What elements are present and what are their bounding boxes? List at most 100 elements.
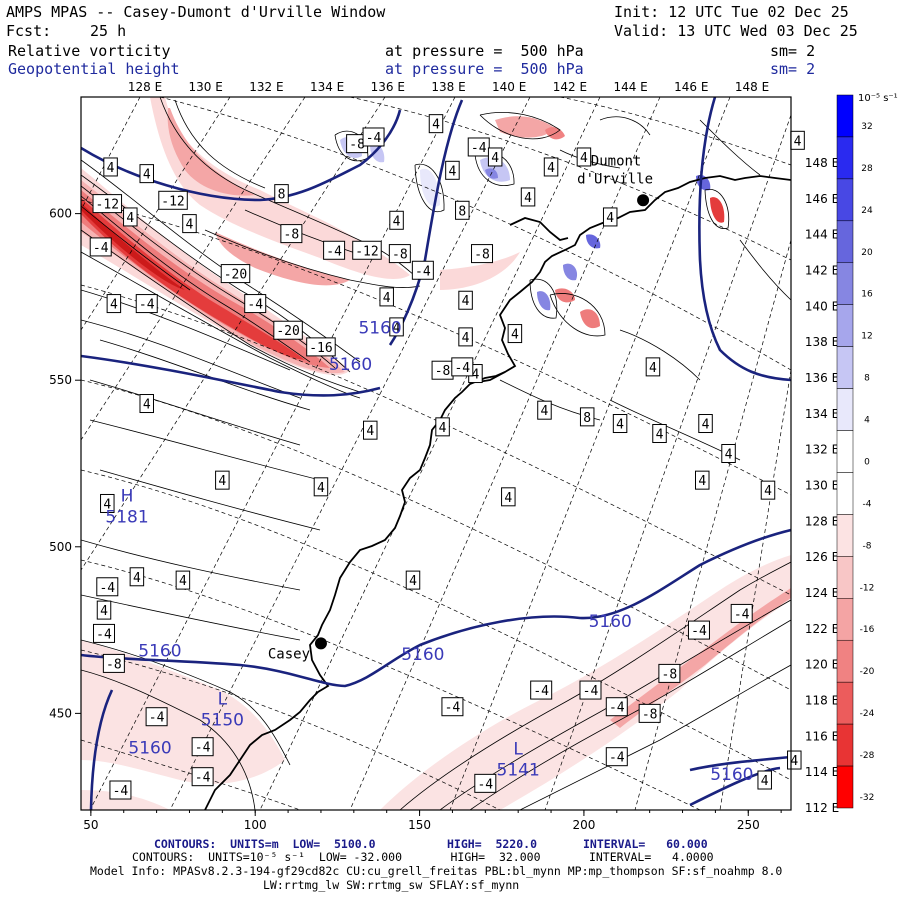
contour-label-text: 4 xyxy=(541,404,549,419)
top-longitude-labels: 128 E 130 E 132 E 134 E 136 E 138 E 140 E 142 E… xyxy=(128,80,769,94)
field1-name: Relative vorticity xyxy=(8,42,171,60)
contour-label-box xyxy=(605,747,628,767)
colorbar: 32 28 24 20 16 12 8 4 0 -4 -8 -12 -16 -20 -24 -28 -32 xyxy=(836,94,875,809)
contour-label: 4 xyxy=(543,157,559,177)
contour-label-text: 4 xyxy=(366,424,374,439)
contour-label: -8 xyxy=(388,244,411,264)
contour-label-text: 4 xyxy=(580,151,588,166)
contour-label-text: -4 xyxy=(326,244,342,259)
colorbar-level: -12 xyxy=(860,583,875,593)
contour-label-box xyxy=(451,357,474,377)
height-label: 5160 xyxy=(329,355,372,375)
footer-height-contours: CONTOURS: UNITS=m LOW= 5100.0 xyxy=(154,837,376,851)
field1-smooth: sm= 2 xyxy=(770,42,816,60)
contour-label-text: 4 xyxy=(462,294,470,309)
right-lon-label: 140 E xyxy=(805,299,839,313)
contour-label-text: 4 xyxy=(547,161,555,176)
right-lon-label: 128 E xyxy=(805,514,839,528)
contour-label-box xyxy=(474,773,497,793)
right-lon-label: 118 E xyxy=(805,694,839,708)
contour-label-text: -8 xyxy=(284,228,300,243)
contour-label-box xyxy=(695,470,710,490)
contour-label-text: 4 xyxy=(143,398,151,413)
contour-label-text: -4 xyxy=(477,777,493,792)
contour-label: 4 xyxy=(602,207,618,227)
contour-label: 4 xyxy=(405,570,421,590)
forecast-label: Fcst: xyxy=(6,22,52,40)
contour-label-box xyxy=(757,770,772,790)
contour-label-box xyxy=(273,320,303,340)
contour-label-box xyxy=(220,264,251,284)
contour-label-text: -12 xyxy=(161,194,184,209)
valid-time: Valid: 13 UTC Wed 03 Dec 25 xyxy=(614,22,858,40)
extremum-letter: H xyxy=(121,486,134,506)
footer-radiation-info: LW:rrtmg_lw SW:rrtmg_sw SFLAY:sf_mynn xyxy=(263,878,520,892)
contour-label: 4 xyxy=(507,324,523,344)
extremum-letter: L xyxy=(218,690,228,710)
contour-label-box xyxy=(501,487,516,507)
contour-label-box xyxy=(182,214,197,234)
contour-label-box xyxy=(458,290,473,310)
colorbar-swatch xyxy=(836,346,854,389)
x-tick-label: 200 xyxy=(572,818,595,832)
contour-label-box xyxy=(389,317,404,337)
colorbar-swatch xyxy=(836,472,854,515)
contour-label-box xyxy=(175,570,191,590)
contour-label: -4 xyxy=(530,680,553,700)
contour-label: -4 xyxy=(96,577,119,597)
colorbar-level: 32 xyxy=(861,122,872,132)
contour-label-box xyxy=(191,737,214,757)
contour-label: 4 xyxy=(695,470,710,490)
contour-label-box xyxy=(363,420,378,440)
colorbar-level: 12 xyxy=(861,332,872,342)
contour-label: 4 xyxy=(363,420,378,440)
contour-label-text: -8 xyxy=(474,248,490,263)
contour-label-text: -4 xyxy=(113,784,129,799)
contour-label-text: 4 xyxy=(462,331,470,346)
contour-label-box xyxy=(730,603,753,623)
station-name-2: d'Urville xyxy=(577,171,653,187)
contour-label: -4 xyxy=(323,240,346,260)
colorbar-swatch xyxy=(836,598,854,641)
contour-label-box xyxy=(520,187,536,207)
contour-label-box xyxy=(579,407,595,427)
top-lon-label: 148 E xyxy=(735,80,769,94)
contour-label: 4 xyxy=(139,164,154,184)
contour-label-box xyxy=(388,244,411,264)
contour-label-text: 4 xyxy=(504,491,512,506)
colorbar-swatch xyxy=(836,639,854,683)
contour-label-box xyxy=(652,424,667,444)
contour-label-text: 4 xyxy=(511,328,519,343)
plot-frame xyxy=(80,96,792,811)
contour-label-text: 4 xyxy=(432,118,440,133)
contour-label-box xyxy=(129,567,145,587)
contour-label: -16 xyxy=(306,337,336,357)
contour-label-box xyxy=(191,767,214,787)
contour-label-text: -20 xyxy=(276,324,299,339)
contour-label-text: -4 xyxy=(734,607,750,622)
right-lon-label: 134 E xyxy=(805,407,839,421)
right-lon-label: 116 E xyxy=(805,729,839,743)
contour-label-text: 4 xyxy=(794,134,802,149)
contour-label: -4 xyxy=(687,620,710,640)
forecast-hour: 25 h xyxy=(90,22,127,40)
right-lon-label: 148 E xyxy=(805,156,839,170)
contour-label-text: 4 xyxy=(656,428,664,443)
colorbar-level: -24 xyxy=(860,709,875,719)
contour-label-box xyxy=(405,570,421,590)
contour-label-box xyxy=(352,240,382,260)
contour-label-text: -4 xyxy=(195,741,211,756)
contour-label: -4 xyxy=(730,603,753,623)
colorbar-swatch xyxy=(836,723,854,767)
contour-label: -4 xyxy=(451,357,474,377)
contour-label-text: -4 xyxy=(139,298,155,313)
contour-label-text: -8 xyxy=(106,657,122,672)
contour-label-box xyxy=(645,357,661,377)
contour-label-text: 4 xyxy=(103,497,111,512)
contour-label-text: 4 xyxy=(616,418,624,433)
right-lon-label: 124 E xyxy=(805,586,839,600)
contour-label-box xyxy=(139,164,154,184)
contour-label-text: 4 xyxy=(110,298,118,313)
